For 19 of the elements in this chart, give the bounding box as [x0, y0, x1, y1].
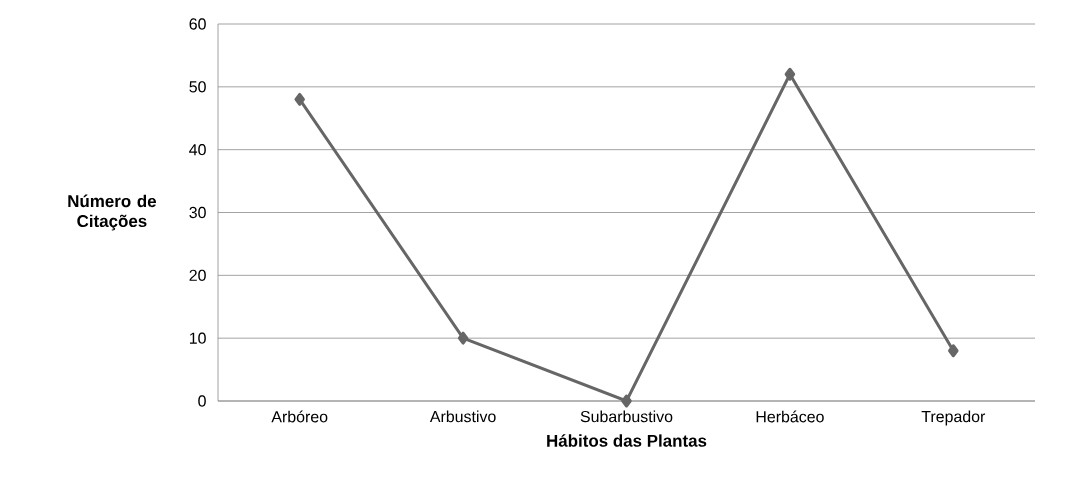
y-tick-label: 0 — [198, 395, 206, 407]
x-tick-label: Trepador — [921, 410, 986, 426]
x-tick-label: Herbáceo — [756, 410, 824, 423]
point — [784, 67, 796, 81]
x-tick-label: Arbustivo — [429, 410, 496, 423]
y-tick-label: 50 — [189, 81, 206, 93]
y-tick-label: 60 — [189, 18, 206, 30]
x-tick-label: Subarbustivo — [580, 410, 673, 423]
y-tick-label: 10 — [189, 332, 206, 344]
y-tick-label: 40 — [189, 144, 206, 156]
y-tick-label: 20 — [189, 269, 206, 281]
point — [457, 331, 469, 345]
point — [948, 344, 959, 358]
x-axis-title: Hábitos das Plantas — [547, 434, 707, 447]
y-tick-label: 30 — [189, 206, 206, 219]
point — [294, 92, 305, 106]
point — [621, 394, 632, 408]
y-axis-title: Número de Citações — [68, 194, 157, 231]
x-tick-label: Arbóreo — [271, 410, 328, 423]
